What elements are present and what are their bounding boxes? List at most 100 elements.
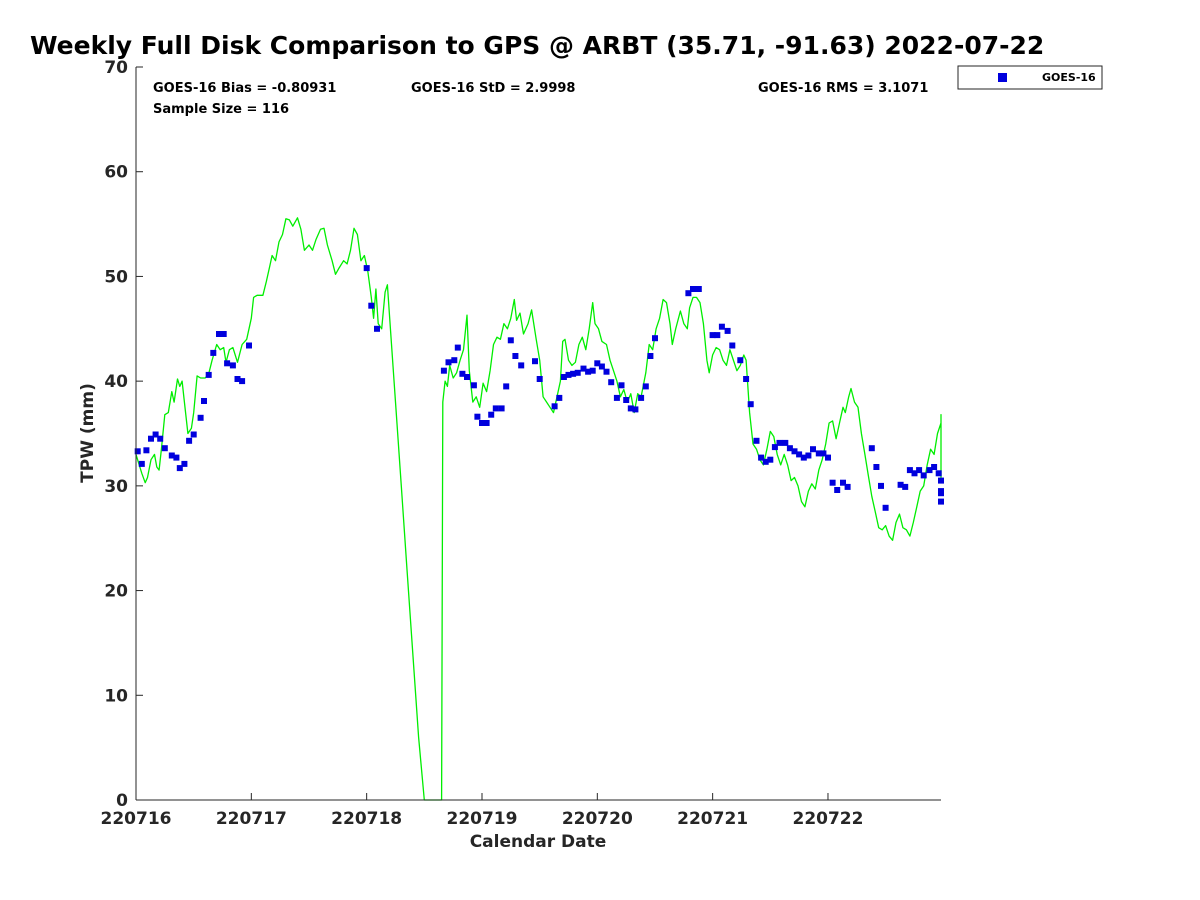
goes16-point xyxy=(210,349,217,356)
goes16-point xyxy=(589,367,596,374)
goes16-point xyxy=(246,342,252,349)
goes16-point xyxy=(938,488,944,495)
goes16-point xyxy=(374,325,380,332)
legend-marker-goes16 xyxy=(998,73,1007,82)
goes16-point xyxy=(608,379,615,386)
goes16-point xyxy=(767,456,774,463)
goes16-point xyxy=(157,435,164,442)
goes16-point xyxy=(488,411,495,418)
goes16-point xyxy=(560,374,567,380)
goes16-point xyxy=(440,367,447,374)
goes16-point xyxy=(690,286,696,292)
goes16-point xyxy=(938,477,944,484)
goes16-point xyxy=(810,446,816,453)
goes16-point xyxy=(474,413,481,420)
y-tick-label: 40 xyxy=(104,372,128,392)
stats-annotations: GOES-16 Bias = -0.80931 GOES-16 StD = 2.… xyxy=(153,81,928,117)
goes16-point xyxy=(926,467,933,474)
goes16-point xyxy=(931,464,938,470)
y-ticks: 0 10 20 30 40 50 60 70 xyxy=(104,58,143,811)
goes16-point xyxy=(825,454,831,461)
goes16-point xyxy=(829,479,836,486)
goes16-point xyxy=(570,370,577,377)
rms-annotation: GOES-16 RMS = 3.1071 xyxy=(758,81,928,96)
goes16-point xyxy=(743,376,750,382)
goes16-point xyxy=(709,332,716,339)
goes16-point xyxy=(598,363,605,370)
plot-area xyxy=(136,67,941,800)
goes16-point xyxy=(518,362,525,369)
goes16-point xyxy=(483,420,490,426)
goes16-point xyxy=(613,394,620,401)
goes16-point xyxy=(685,290,692,297)
goes16-series-points xyxy=(134,265,944,511)
goes16-point xyxy=(532,358,538,365)
goes16-point xyxy=(647,353,654,359)
goes16-point xyxy=(565,371,572,378)
goes16-point xyxy=(800,454,807,461)
x-tick-label: 220716 xyxy=(101,809,172,829)
goes16-point xyxy=(805,452,812,459)
goes16-point xyxy=(820,450,827,457)
goes16-point xyxy=(603,368,610,375)
y-tick-label: 50 xyxy=(104,267,128,287)
goes16-point xyxy=(938,498,944,505)
gps-line xyxy=(135,217,942,801)
y-tick-label: 10 xyxy=(104,686,128,706)
goes16-point xyxy=(201,398,207,404)
y-tick-label: 0 xyxy=(116,791,128,811)
x-tick-label: 220717 xyxy=(216,809,287,829)
goes16-point xyxy=(714,332,721,339)
y-tick-label: 20 xyxy=(104,582,128,602)
goes16-point xyxy=(916,467,923,474)
goes16-point xyxy=(224,360,231,367)
goes16-point xyxy=(216,331,222,337)
axes xyxy=(135,67,941,801)
goes16-point xyxy=(911,470,918,477)
goes16-point xyxy=(771,444,778,451)
goes16-point xyxy=(507,337,514,344)
goes16-point xyxy=(580,365,587,372)
goes16-point xyxy=(492,405,499,412)
goes16-point xyxy=(479,420,485,426)
goes16-point xyxy=(844,483,851,490)
std-annotation: GOES-16 StD = 2.9998 xyxy=(411,81,575,96)
x-tick-label: 220720 xyxy=(562,809,633,829)
goes16-point xyxy=(776,439,783,446)
goes16-point xyxy=(503,383,510,390)
goes16-point xyxy=(451,357,458,364)
goes16-point xyxy=(724,327,731,334)
goes16-point xyxy=(512,353,519,359)
goes16-point xyxy=(623,397,630,403)
goes16-point xyxy=(585,368,592,375)
goes16-point xyxy=(176,465,183,472)
goes16-point xyxy=(786,445,793,452)
goes16-point xyxy=(627,405,634,412)
chart-title: Weekly Full Disk Comparison to GPS @ ARB… xyxy=(30,31,1044,60)
goes16-point xyxy=(753,437,760,444)
goes16-point xyxy=(536,376,543,382)
goes16-point xyxy=(220,331,227,337)
goes16-point xyxy=(181,460,188,467)
goes16-point xyxy=(902,483,909,490)
goes16-point xyxy=(652,335,658,342)
goes16-point xyxy=(239,378,246,385)
goes16-point xyxy=(205,371,212,378)
goes16-point xyxy=(897,481,904,488)
goes16-point xyxy=(138,460,145,467)
bias-annotation: GOES-16 Bias = -0.80931 xyxy=(153,81,336,96)
goes16-point xyxy=(574,369,581,376)
goes16-point xyxy=(173,454,180,461)
goes16-point xyxy=(815,450,822,457)
goes16-point xyxy=(762,458,769,465)
goes16-point xyxy=(186,437,193,444)
goes16-point xyxy=(642,383,649,390)
goes16-point xyxy=(152,431,159,438)
goes16-point xyxy=(782,439,789,446)
goes16-point xyxy=(758,454,765,461)
goes16-point xyxy=(906,467,913,474)
goes16-point xyxy=(197,414,204,421)
goes16-point xyxy=(737,357,744,364)
goes16-point xyxy=(368,302,375,309)
goes16-point xyxy=(618,382,625,389)
